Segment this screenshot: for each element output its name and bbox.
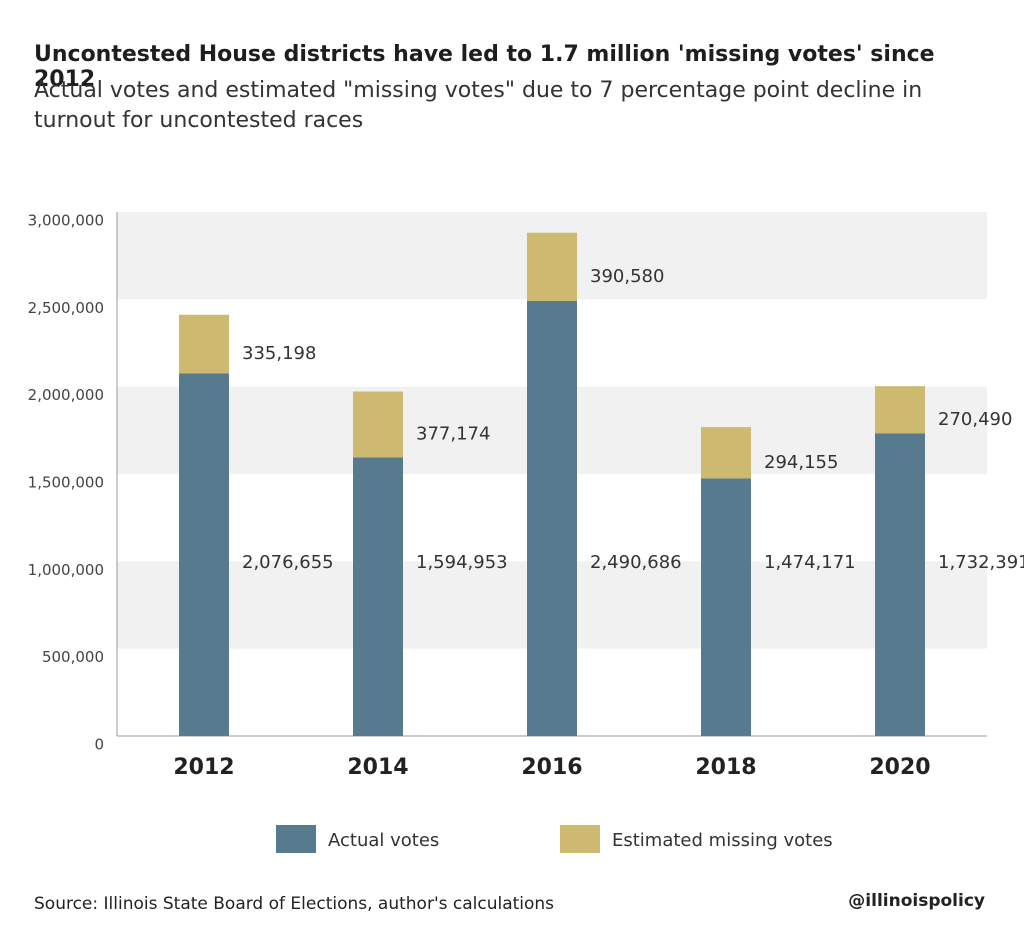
chart-subtitle: Actual votes and estimated "missing vote…	[34, 78, 923, 133]
bar-segment	[179, 314, 229, 374]
data-label: 1,732,391	[938, 552, 1024, 573]
data-label: 270,490	[938, 409, 1012, 430]
chart-title: Uncontested House districts have led to …	[34, 42, 935, 92]
y-tick-label: 2,000,000	[28, 386, 104, 404]
data-label: 390,580	[590, 266, 664, 287]
bar-segment	[353, 457, 403, 736]
x-tick-label: 2018	[695, 755, 756, 780]
x-tick-label: 2012	[173, 755, 234, 780]
legend-swatch	[276, 825, 316, 853]
y-tick-label: 1,500,000	[28, 474, 104, 492]
bar-segment	[875, 433, 925, 736]
x-tick-label: 2014	[347, 755, 408, 780]
data-label: 2,076,655	[242, 552, 334, 573]
y-tick-label: 500,000	[42, 648, 104, 666]
source: Source: Illinois State Board of Election…	[34, 894, 554, 914]
y-tick-label: 2,500,000	[28, 299, 104, 317]
legend-swatch	[560, 825, 600, 853]
y-tick-label: 1,000,000	[28, 561, 104, 579]
data-label: 1,594,953	[416, 552, 508, 573]
legend-label: Estimated missing votes	[612, 830, 833, 851]
y-tick-label: 0	[94, 736, 104, 754]
bar-segment	[179, 373, 229, 736]
bar-segment	[527, 232, 577, 301]
data-label: 2,490,686	[590, 552, 682, 573]
bar-segment	[527, 300, 577, 736]
x-tick-label: 2016	[521, 755, 582, 780]
bar-segment	[701, 427, 751, 479]
data-label: 335,198	[242, 343, 316, 364]
x-tick-label: 2020	[869, 755, 930, 780]
bar-segment	[875, 386, 925, 434]
data-label: 1,474,171	[764, 552, 856, 573]
credit: @illinoispolicy	[848, 891, 985, 911]
data-label: 294,155	[764, 452, 838, 473]
y-tick-label: 3,000,000	[28, 212, 104, 230]
legend-label: Actual votes	[328, 830, 439, 851]
bar-segment	[701, 478, 751, 736]
bar-segment	[353, 391, 403, 458]
data-label: 377,174	[416, 423, 490, 444]
